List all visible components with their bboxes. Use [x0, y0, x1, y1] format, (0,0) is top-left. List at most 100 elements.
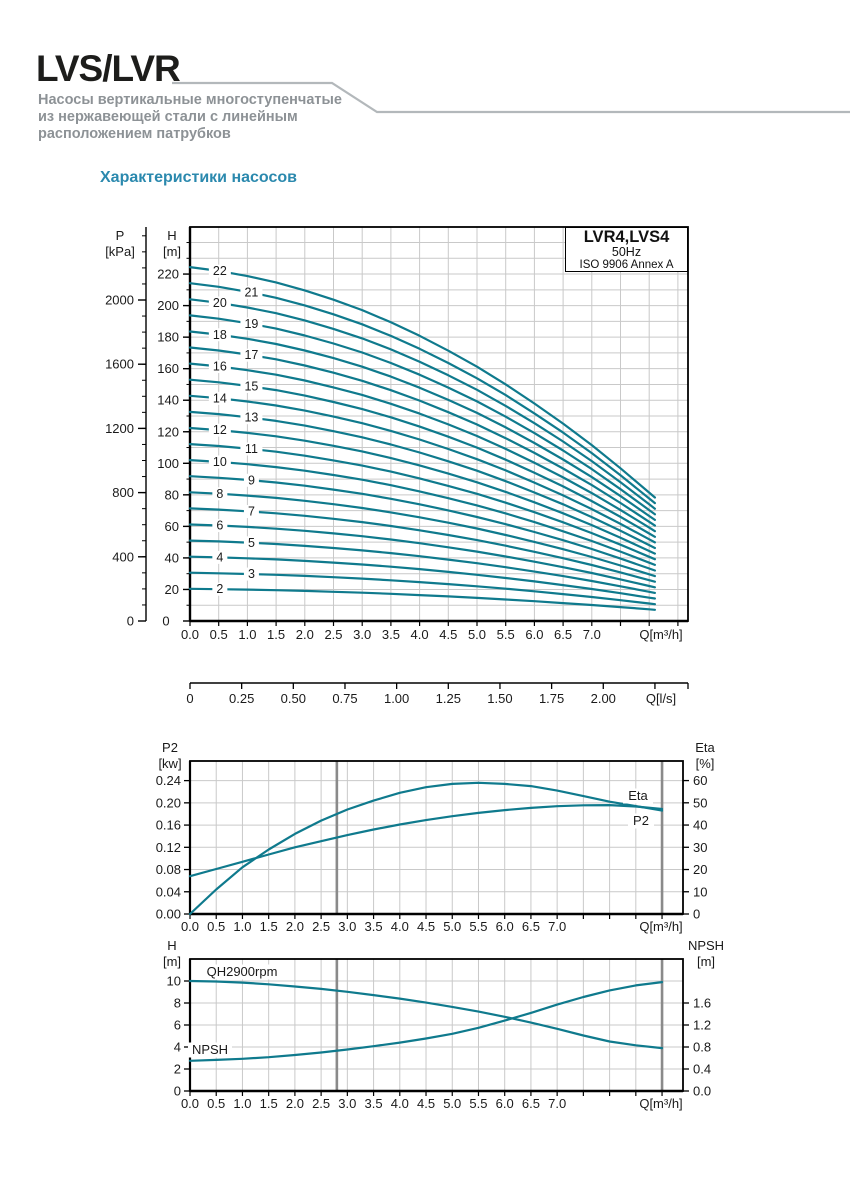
svg-text:140: 140 — [157, 393, 179, 408]
svg-text:H: H — [167, 938, 176, 953]
svg-text:5.5: 5.5 — [469, 1096, 487, 1111]
svg-text:13: 13 — [244, 411, 258, 425]
svg-text:NPSH: NPSH — [192, 1042, 228, 1057]
section-title: Характеристики насосов — [100, 169, 297, 186]
svg-text:19: 19 — [244, 317, 258, 331]
svg-text:0.4: 0.4 — [693, 1062, 711, 1077]
svg-text:6.0: 6.0 — [496, 919, 514, 934]
svg-text:[m]: [m] — [163, 954, 181, 969]
svg-text:0.25: 0.25 — [229, 691, 254, 706]
svg-text:0.8: 0.8 — [693, 1040, 711, 1055]
pump-standard: ISO 9906 Annex A — [579, 259, 674, 271]
svg-text:4.5: 4.5 — [439, 627, 457, 642]
svg-text:5.0: 5.0 — [443, 919, 461, 934]
svg-text:2.5: 2.5 — [324, 627, 342, 642]
svg-text:60: 60 — [165, 519, 179, 534]
svg-text:6.0: 6.0 — [496, 1096, 514, 1111]
svg-text:60: 60 — [693, 773, 707, 788]
svg-text:0.75: 0.75 — [332, 691, 357, 706]
svg-text:80: 80 — [165, 487, 179, 502]
svg-text:4.0: 4.0 — [411, 627, 429, 642]
svg-text:4.0: 4.0 — [391, 919, 409, 934]
svg-text:5: 5 — [248, 536, 255, 550]
svg-text:6.5: 6.5 — [522, 919, 540, 934]
svg-text:21: 21 — [244, 286, 258, 300]
qh_npsh-curves — [188, 979, 664, 1062]
svg-text:2.0: 2.0 — [296, 627, 314, 642]
svg-text:220: 220 — [157, 267, 179, 282]
svg-text:200: 200 — [157, 298, 179, 313]
pump-frequency: 50Hz — [611, 245, 642, 259]
svg-text:16: 16 — [213, 360, 227, 374]
svg-text:1.0: 1.0 — [238, 627, 256, 642]
svg-text:6.5: 6.5 — [522, 1096, 540, 1111]
main-chart-axis-titles: P[kPa] H[m] — [105, 228, 181, 259]
svg-text:4.5: 4.5 — [417, 919, 435, 934]
main-chart-ls-axis: 0 0.25 0.50 0.75 1.00 1.25 1.50 1.75 2.00 Q[l/s] — [186, 682, 689, 706]
svg-text:10: 10 — [693, 884, 707, 899]
svg-text:18: 18 — [213, 328, 227, 342]
svg-text:Q[m³/h]: Q[m³/h] — [639, 1096, 682, 1111]
power_efficiency-gridlines — [190, 761, 683, 914]
main-chart-x-axis: 0.0 0.5 1.0 1.5 2.0 2.5 3.0 3.5 4.0 4.5 5.0 5.5 6.0 6… — [181, 621, 683, 642]
svg-text:0.0: 0.0 — [181, 1096, 199, 1111]
qh_npsh-curve-labels: QH2900rpm NPSH — [188, 964, 283, 1058]
svg-text:15: 15 — [244, 379, 258, 393]
svg-text:H: H — [167, 228, 176, 243]
svg-text:P2: P2 — [162, 740, 178, 755]
svg-text:100: 100 — [157, 456, 179, 471]
svg-text:14: 14 — [213, 391, 227, 405]
svg-text:2.0: 2.0 — [286, 1096, 304, 1111]
svg-text:1.5: 1.5 — [260, 919, 278, 934]
svg-text:8: 8 — [216, 487, 223, 501]
svg-text:7: 7 — [248, 505, 255, 519]
svg-text:1.5: 1.5 — [260, 1096, 278, 1111]
svg-text:2.0: 2.0 — [286, 919, 304, 934]
svg-text:40: 40 — [165, 550, 179, 565]
svg-text:5.0: 5.0 — [468, 627, 486, 642]
svg-text:0.50: 0.50 — [281, 691, 306, 706]
svg-text:10: 10 — [167, 974, 181, 989]
qh_npsh-gridlines — [190, 959, 683, 1091]
svg-text:[m]: [m] — [697, 954, 715, 969]
svg-text:0.20: 0.20 — [156, 795, 181, 810]
svg-text:3.5: 3.5 — [382, 627, 400, 642]
svg-text:12: 12 — [213, 423, 227, 437]
svg-text:1.6: 1.6 — [693, 996, 711, 1011]
brand-subtitle-line-3: расположением патрубков — [38, 126, 231, 142]
svg-text:1.0: 1.0 — [233, 919, 251, 934]
svg-text:1.2: 1.2 — [693, 1018, 711, 1033]
svg-text:0: 0 — [186, 691, 193, 706]
svg-text:[kPa]: [kPa] — [105, 244, 135, 259]
svg-text:0.0: 0.0 — [693, 1084, 711, 1099]
power_efficiency-curves — [188, 781, 664, 916]
svg-text:0.08: 0.08 — [156, 862, 181, 877]
main-chart-stage-curves — [188, 266, 657, 611]
svg-text:2.00: 2.00 — [591, 691, 616, 706]
svg-text:0.5: 0.5 — [207, 919, 225, 934]
svg-text:3.0: 3.0 — [353, 627, 371, 642]
chart-title-box: LVR4,LVS4 50Hz ISO 9906 Annex A — [565, 227, 688, 272]
svg-text:5.5: 5.5 — [497, 627, 515, 642]
svg-text:2: 2 — [216, 582, 223, 596]
svg-text:50: 50 — [693, 795, 707, 810]
svg-text:160: 160 — [157, 361, 179, 376]
brand-logo: LVS/LVR — [36, 48, 181, 89]
svg-text:1.00: 1.00 — [384, 691, 409, 706]
svg-text:0.5: 0.5 — [210, 627, 228, 642]
svg-text:5.0: 5.0 — [443, 1096, 461, 1111]
svg-text:20: 20 — [693, 862, 707, 877]
svg-text:3.5: 3.5 — [365, 1096, 383, 1111]
qh_npsh-axis-titles: H[m]NPSH[m] — [163, 938, 724, 969]
svg-text:6: 6 — [174, 1018, 181, 1033]
svg-text:5.5: 5.5 — [469, 919, 487, 934]
power_efficiency-axis-titles: P2[kw] Eta[%] — [158, 740, 715, 771]
svg-text:2: 2 — [174, 1062, 181, 1077]
svg-text:0: 0 — [693, 907, 700, 922]
svg-text:1.0: 1.0 — [233, 1096, 251, 1111]
svg-text:8: 8 — [174, 996, 181, 1011]
pump-model: LVR4,LVS4 — [583, 228, 670, 246]
svg-text:20: 20 — [165, 582, 179, 597]
